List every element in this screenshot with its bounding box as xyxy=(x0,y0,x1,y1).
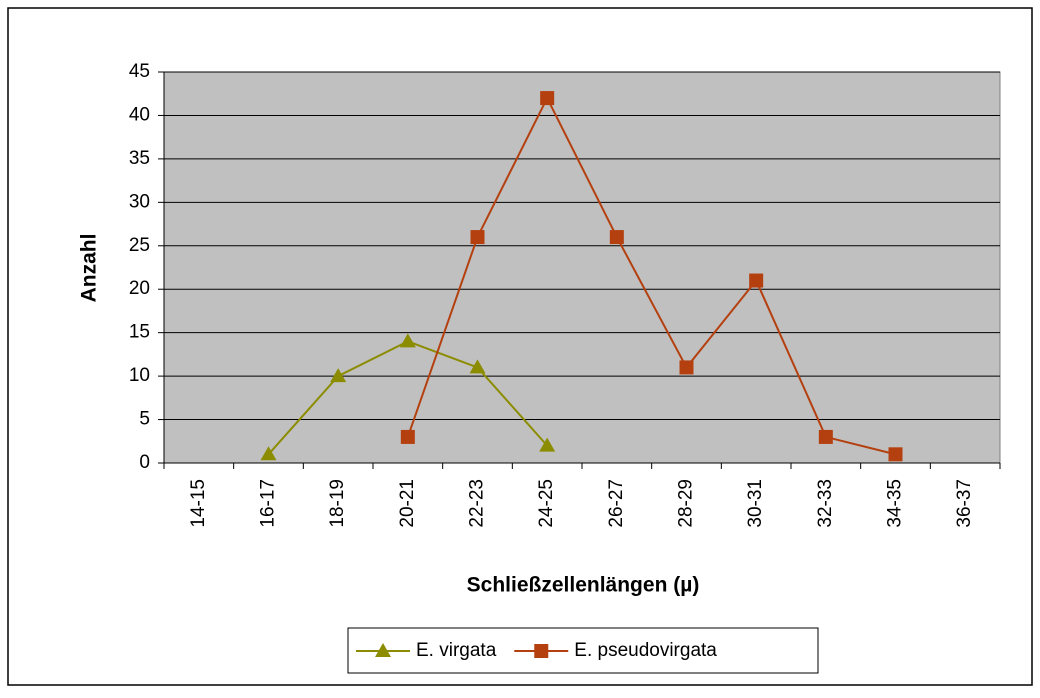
y-tick-label: 35 xyxy=(129,148,150,169)
marker xyxy=(540,91,555,106)
marker xyxy=(469,359,486,374)
marker xyxy=(400,429,415,444)
legend-marker xyxy=(375,643,391,657)
marker xyxy=(260,446,277,461)
marker xyxy=(539,437,556,452)
marker xyxy=(609,230,624,245)
marker xyxy=(749,273,764,288)
x-tick-label: 16-17 xyxy=(258,479,279,528)
marker xyxy=(818,429,833,444)
y-tick-label: 5 xyxy=(139,409,150,430)
y-tick-label: 25 xyxy=(129,235,150,256)
x-tick-label: 26-27 xyxy=(606,479,627,528)
x-tick-label: 24-25 xyxy=(536,479,557,528)
y-tick-label: 15 xyxy=(129,322,150,343)
x-tick-label: 22-23 xyxy=(467,479,488,528)
marker xyxy=(679,360,694,375)
x-tick-label: 20-21 xyxy=(397,479,418,528)
y-tick-label: 40 xyxy=(129,104,150,125)
legend-marker xyxy=(534,644,549,658)
marker xyxy=(330,368,347,383)
y-tick-label: 10 xyxy=(129,365,150,386)
y-tick-label: 45 xyxy=(129,61,150,82)
x-axis-title: Schließzellenlängen (µ) xyxy=(467,574,700,597)
x-tick-label: 36-37 xyxy=(954,479,975,528)
y-tick-label: 30 xyxy=(129,191,150,212)
marker xyxy=(888,447,903,462)
legend-label: E. pseudovirgata xyxy=(574,640,717,661)
y-tick-label: 20 xyxy=(129,278,150,299)
legend-box xyxy=(347,627,819,674)
x-tick-label: 30-31 xyxy=(745,479,766,528)
x-tick-label: 28-29 xyxy=(676,479,697,528)
x-tick-label: 34-35 xyxy=(885,479,906,528)
marker xyxy=(399,333,416,348)
series-line xyxy=(406,95,896,456)
x-tick-label: 32-33 xyxy=(815,479,836,528)
y-tick-label: 0 xyxy=(139,452,150,473)
plot-area xyxy=(163,71,1001,464)
x-tick-label: 18-19 xyxy=(327,479,348,528)
legend-label: E. virgata xyxy=(416,640,497,661)
marker xyxy=(470,230,485,245)
x-tick-label: 14-15 xyxy=(188,479,209,528)
y-axis-title: Anzahl xyxy=(78,234,101,303)
